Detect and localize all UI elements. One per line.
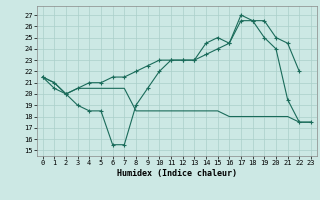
X-axis label: Humidex (Indice chaleur): Humidex (Indice chaleur)	[117, 169, 237, 178]
